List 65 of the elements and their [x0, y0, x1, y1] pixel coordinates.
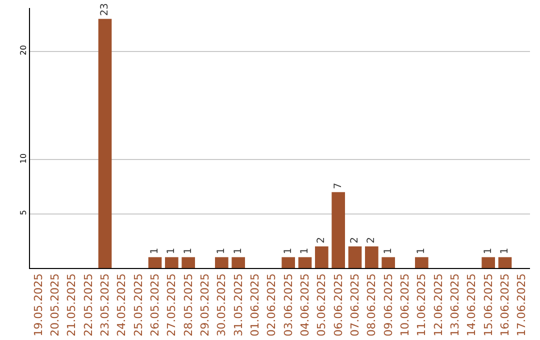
data-label: 1	[166, 248, 178, 254]
bar	[382, 257, 395, 268]
x-tick-label: 07.06.2025	[348, 273, 362, 336]
x-tick-label: 15.06.2025	[482, 273, 495, 336]
y-tick-label: 10	[18, 153, 28, 164]
x-tick-label: 31.05.2025	[232, 273, 245, 336]
bar	[365, 246, 378, 268]
x-tick-label: 27.05.2025	[165, 273, 178, 336]
x-tick-label: 13.06.2025	[448, 273, 462, 336]
bar	[165, 257, 178, 268]
bar	[298, 257, 312, 268]
x-tick-label: 21.05.2025	[65, 273, 78, 336]
bar	[415, 257, 428, 268]
data-label: 1	[382, 248, 394, 254]
x-tick-label: 30.05.2025	[215, 273, 228, 336]
x-tick-label: 25.05.2025	[132, 273, 145, 336]
data-label: 1	[500, 248, 510, 254]
bar	[282, 257, 295, 268]
x-tick-label: 02.06.2025	[265, 273, 278, 336]
data-label: 1	[416, 248, 428, 254]
bar	[348, 246, 362, 268]
data-label: 2	[350, 236, 360, 244]
data-label: 1	[216, 248, 228, 254]
data-label: 1	[182, 248, 194, 254]
bar	[332, 192, 345, 268]
data-label: 23	[100, 3, 110, 16]
bar	[182, 257, 195, 268]
x-tick-label: 10.06.2025	[398, 273, 412, 336]
y-tick-label: 5	[18, 210, 28, 216]
x-tick-label: 04.06.2025	[298, 273, 312, 336]
bar	[215, 257, 228, 268]
data-label: 1	[150, 248, 160, 254]
x-tick-label: 23.05.2025	[98, 273, 112, 336]
x-tick-label: 03.06.2025	[282, 273, 295, 336]
bar	[482, 257, 495, 268]
x-tick-label: 29.05.2025	[198, 273, 212, 336]
bar	[148, 257, 162, 268]
x-tick-label: 09.06.2025	[382, 273, 395, 336]
data-label: 2	[366, 236, 378, 244]
x-tick-label: 06.06.2025	[332, 273, 345, 336]
data-label: 1	[482, 248, 494, 254]
x-tick-label: 05.06.2025	[315, 273, 328, 336]
x-tick-label: 22.05.2025	[82, 273, 95, 336]
x-tick-label: 01.06.2025	[248, 273, 262, 336]
x-tick-label: 16.06.2025	[498, 273, 512, 336]
x-tick-label: 19.05.2025	[32, 273, 45, 336]
x-tick-label: 26.05.2025	[148, 273, 162, 336]
x-tick-label: 12.06.2025	[432, 273, 445, 336]
data-label: 1	[232, 248, 244, 254]
y-tick-label: 20	[18, 45, 28, 56]
x-tick-label: 28.05.2025	[182, 273, 195, 336]
x-tick-label: 08.06.2025	[365, 273, 378, 336]
bar	[315, 246, 328, 268]
bar	[98, 18, 112, 268]
data-label: 1	[282, 248, 294, 254]
data-label: 2	[316, 236, 328, 244]
x-tick-label: 20.05.2025	[48, 273, 62, 336]
x-tick-label: 17.06.2025	[515, 273, 528, 336]
x-tick-label: 24.05.2025	[115, 273, 128, 336]
x-tick-label: 11.06.2025	[415, 273, 428, 336]
x-tick-label: 14.06.2025	[465, 273, 478, 336]
bar	[498, 257, 512, 268]
bar	[232, 257, 245, 268]
data-label: 1	[300, 248, 310, 254]
data-label: 7	[332, 182, 344, 190]
